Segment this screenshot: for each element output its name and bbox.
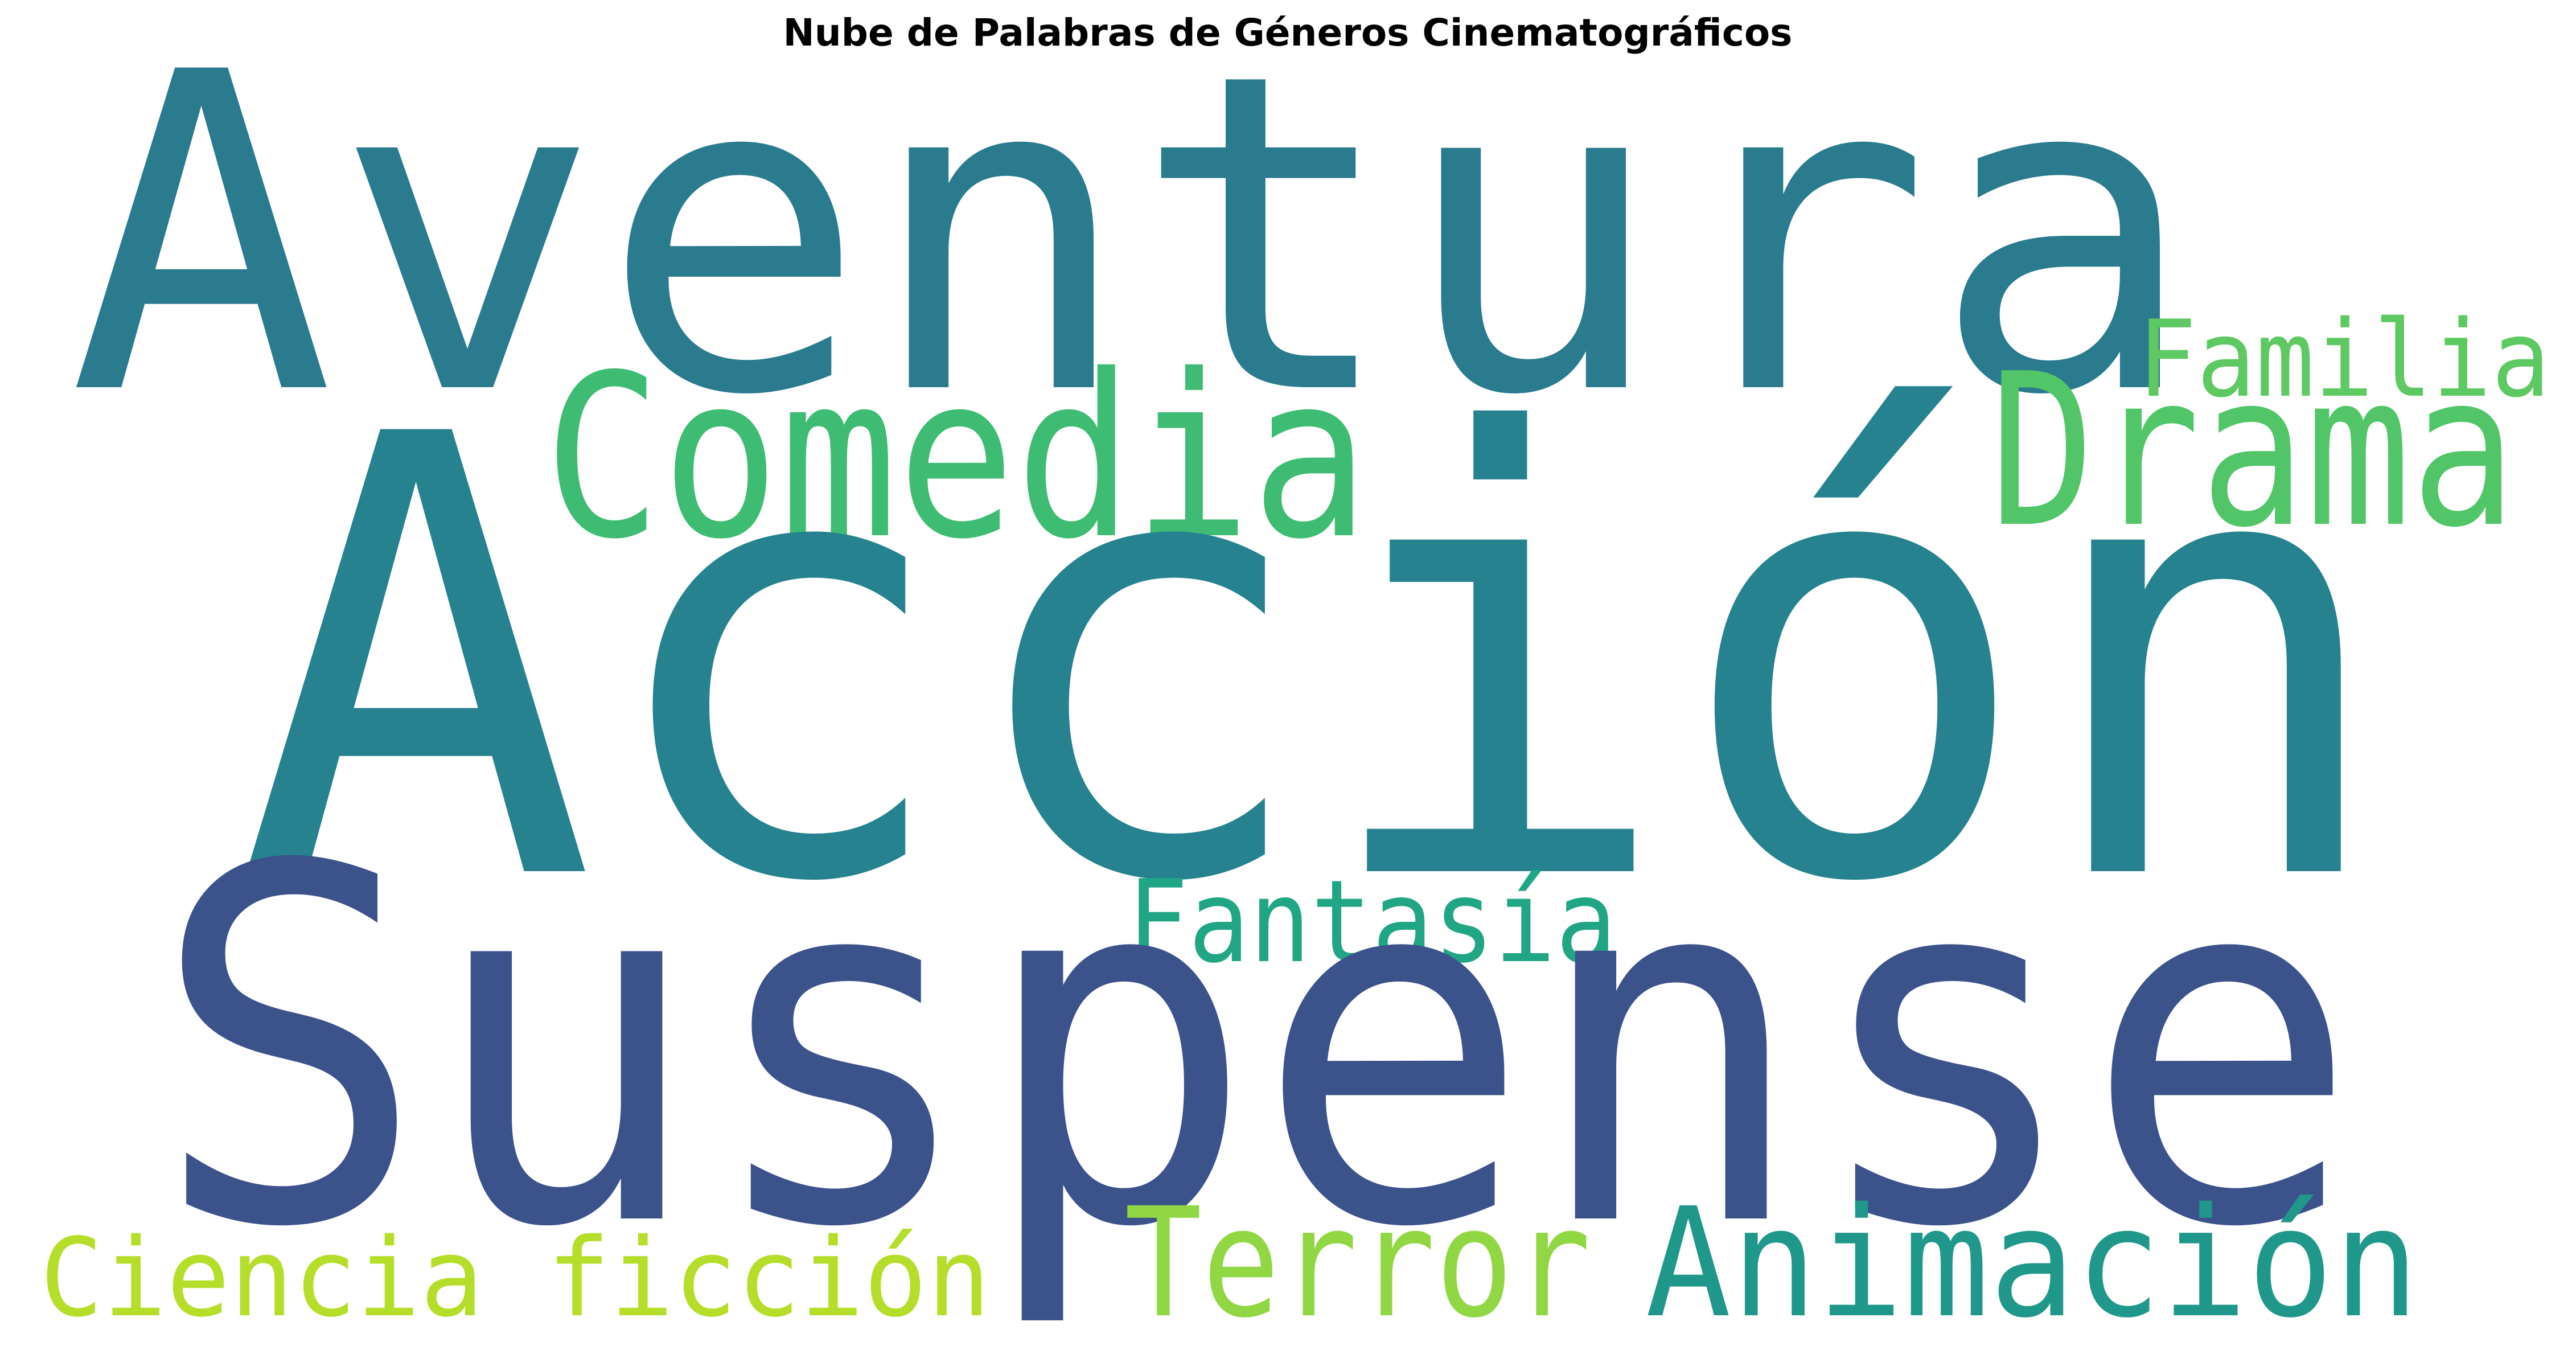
word-terror: Terror	[1124, 1176, 1591, 1350]
word-fantasia: Fantasía	[1127, 856, 1617, 988]
word-suspense: Suspense	[151, 764, 2360, 1334]
word-accion: Acción	[236, 309, 2394, 1015]
word-aventura: Aventura	[68, 0, 2197, 491]
word-comedia: Comedia	[544, 327, 1369, 589]
word-animacion: Animación	[1645, 1176, 2419, 1350]
word-familia: Familia	[2138, 297, 2550, 421]
word-ciencia-ficcion: Ciencia ficción	[40, 1215, 991, 1341]
chart-title: Nube de Palabras de Géneros Cinematográf…	[783, 11, 1793, 55]
word-drama: Drama	[1990, 329, 2516, 574]
